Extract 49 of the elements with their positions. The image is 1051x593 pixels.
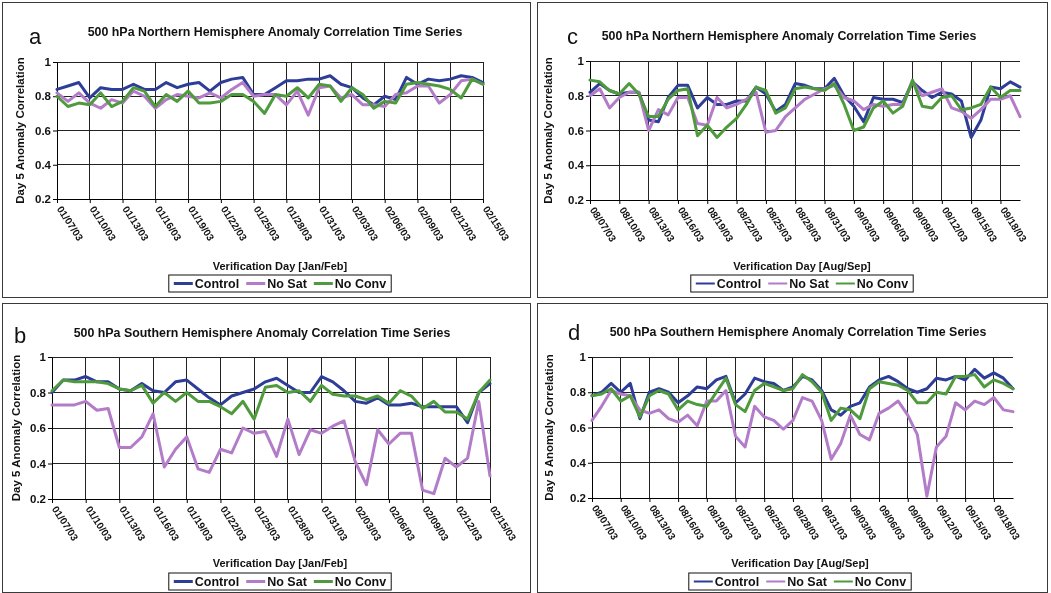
legend-label: No Conv [334,276,387,291]
y-tick-label: 0.6 [568,124,584,137]
y-tick-label: 0.2 [568,194,584,207]
y-tick-label: 0.2 [35,193,51,206]
y-tick-label: 0.4 [30,457,47,470]
x-axis-title: Verification Day [Aug/Sep] [731,557,870,569]
chart-title: 500 hPa Northern Hemisphere Anomaly Correlation Time Series [601,29,977,43]
y-tick-label: 0.4 [35,158,52,171]
legend-label: Control [194,574,240,589]
y-tick-label: 0.4 [568,159,585,172]
y-tick-label: 0.4 [570,456,587,469]
legend-label: No Sat [267,574,308,589]
x-axis-title: Verification Day [Jan/Feb] [212,260,348,272]
y-tick-label: 1 [39,351,47,364]
chart-title: 500 hPa Southern Hemisphere Anomaly Correlation Time Series [609,325,987,339]
chart-title: 500 hPa Northern Hemisphere Anomaly Correlation Time Series [87,25,463,39]
y-tick-label: 0.6 [30,422,46,435]
y-tick-label: 0.6 [570,421,586,434]
y-tick-label: 0.6 [35,124,51,137]
y-tick-label: 1 [44,56,52,69]
y-tick-label: 0.8 [30,386,47,399]
y-tick-label: 0.8 [570,386,587,399]
y-tick-label: 0.2 [570,492,586,505]
legend-label: No Conv [854,574,907,589]
y-tick-label: 1 [579,351,587,364]
y-tick-label: 0.8 [568,89,585,102]
y-tick-label: 1 [577,55,585,68]
y-axis-title: Day 5 Anomaly Correlation [14,57,26,204]
legend-label: Control [194,276,240,291]
line-series [50,399,492,496]
y-axis-title: Day 5 Anomaly Correlation [10,354,22,502]
text: b [14,323,27,348]
legend-label: No Conv [856,276,909,291]
legend-label: No Sat [789,276,830,291]
chart-title: 500 hPa Southern Hemisphere Anomaly Correlation Time Series [73,326,451,340]
text: d [568,320,581,345]
y-tick-label: 0.2 [30,493,46,506]
x-axis-title: Verification Day [Jan/Feb] [212,557,348,569]
legend-label: No Sat [787,574,828,589]
x-axis-title: Verification Day [Aug/Sep] [733,260,872,272]
legend-label: No Sat [267,276,308,291]
legend-label: Control [716,276,762,291]
text: a [29,24,42,49]
legend-label: No Conv [334,574,387,589]
text: c [567,24,578,49]
y-axis-title: Day 5 Anomaly Correlation [543,354,555,501]
legend-label: Control [714,574,760,589]
y-tick-label: 0.8 [35,90,52,103]
y-axis-title: Day 5 Anomaly Correlation [542,57,554,204]
